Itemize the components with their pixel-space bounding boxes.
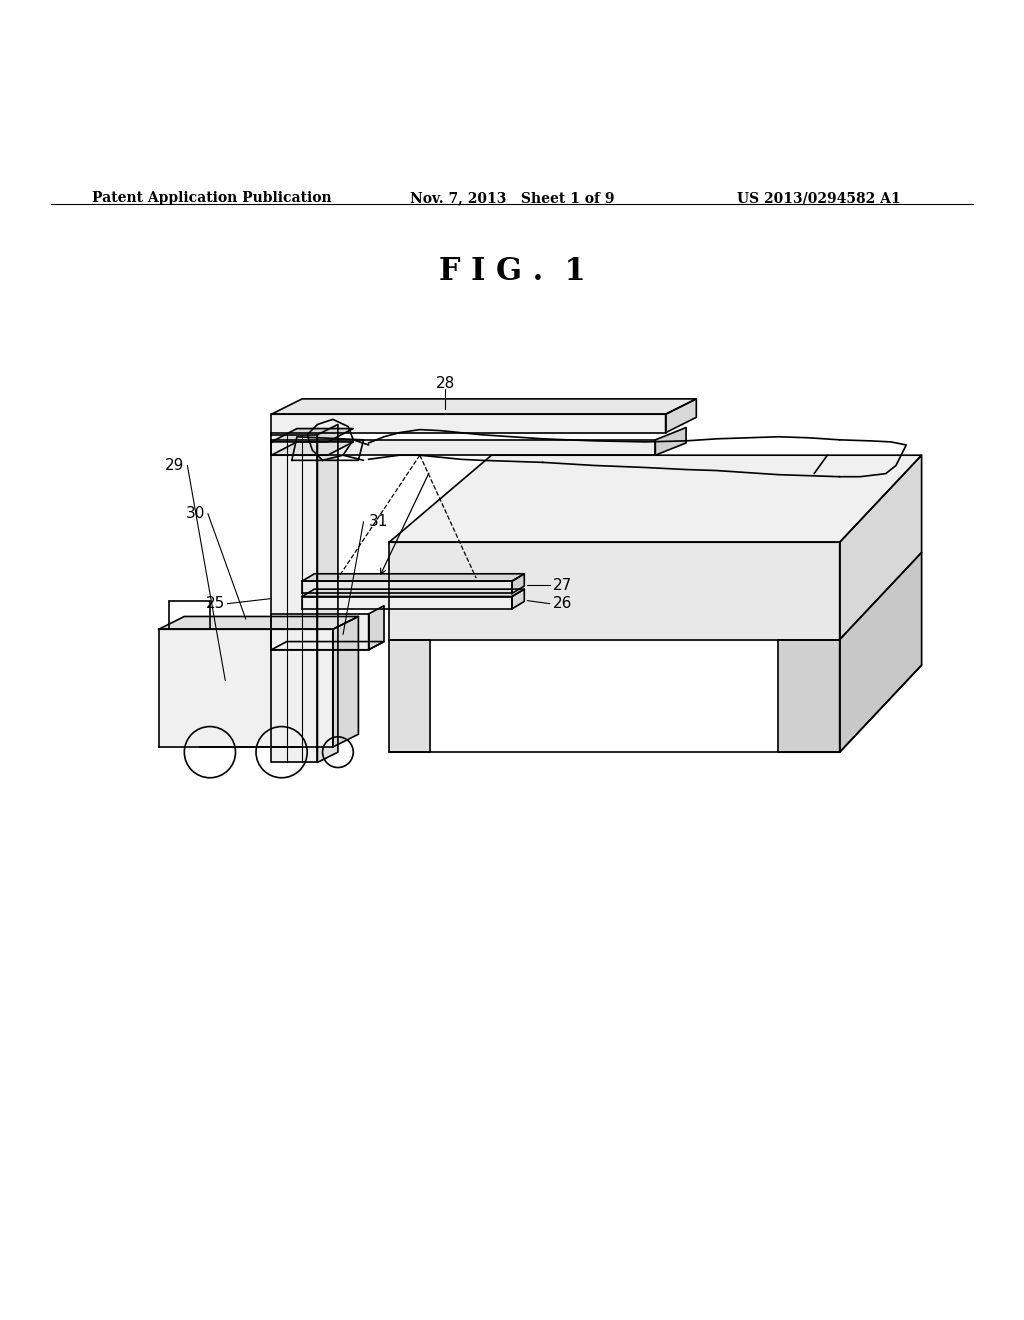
Polygon shape <box>271 429 353 442</box>
Polygon shape <box>666 399 696 433</box>
Polygon shape <box>271 642 384 649</box>
Polygon shape <box>302 597 512 609</box>
Polygon shape <box>778 639 840 752</box>
Polygon shape <box>369 606 384 649</box>
Text: 28: 28 <box>436 376 455 391</box>
Polygon shape <box>389 639 430 752</box>
Polygon shape <box>271 414 666 433</box>
Text: 25: 25 <box>206 597 225 611</box>
Polygon shape <box>271 614 369 649</box>
Text: US 2013/0294582 A1: US 2013/0294582 A1 <box>737 191 901 205</box>
Text: 27: 27 <box>553 578 572 593</box>
Polygon shape <box>271 399 696 414</box>
Polygon shape <box>271 434 317 763</box>
Polygon shape <box>302 581 512 594</box>
Polygon shape <box>389 543 840 639</box>
Polygon shape <box>317 425 338 763</box>
Polygon shape <box>512 589 524 609</box>
Polygon shape <box>389 455 922 543</box>
Polygon shape <box>333 616 358 747</box>
Text: 29: 29 <box>165 458 184 473</box>
Polygon shape <box>271 442 353 455</box>
Polygon shape <box>302 574 524 581</box>
Polygon shape <box>271 440 655 455</box>
Polygon shape <box>655 428 686 455</box>
Polygon shape <box>840 553 922 752</box>
Polygon shape <box>159 630 333 747</box>
Polygon shape <box>159 616 358 630</box>
Text: F I G .  1: F I G . 1 <box>438 256 586 286</box>
Text: 30: 30 <box>185 506 205 521</box>
Text: 26: 26 <box>553 597 572 611</box>
Polygon shape <box>840 455 922 639</box>
Text: 31: 31 <box>369 515 388 529</box>
Polygon shape <box>512 574 524 594</box>
Polygon shape <box>302 589 524 597</box>
Text: Nov. 7, 2013   Sheet 1 of 9: Nov. 7, 2013 Sheet 1 of 9 <box>410 191 614 205</box>
Text: Patent Application Publication: Patent Application Publication <box>92 191 332 205</box>
